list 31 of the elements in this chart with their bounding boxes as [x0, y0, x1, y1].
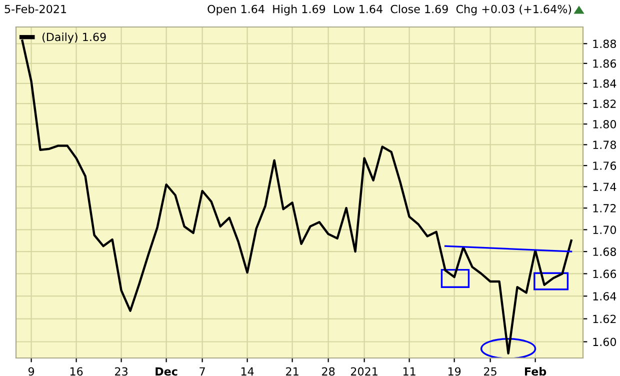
x-tick-label: 16	[70, 367, 83, 376]
y-tick-label: 1.78	[593, 140, 616, 150]
y-tick-label: 1.80	[593, 120, 616, 128]
x-tick-label: 2021	[350, 367, 378, 376]
x-tick-label: Feb	[525, 367, 546, 376]
x-tick-label: 28	[322, 367, 335, 376]
y-tick-label: 1.86	[593, 59, 616, 68]
x-tick-label: 25	[484, 367, 496, 376]
y-tick-label: 1.64	[593, 292, 616, 300]
y-tick-label: 1.60	[593, 338, 616, 346]
y-tick-label: 1.88	[593, 40, 616, 48]
y-tick-label: 1.84	[593, 79, 616, 88]
y-tick-label: 1.72	[593, 204, 616, 212]
x-tick-label: 21	[286, 367, 298, 376]
y-tick-label: 1.82	[593, 100, 616, 108]
y-tick-label: 1.76	[593, 162, 616, 170]
y-tick-label: 1.74	[593, 182, 616, 191]
y-tick-label: 1.70	[593, 226, 616, 234]
chart-title: 5-Feb-2021	[4, 4, 66, 14]
y-tick-label: 1.68	[593, 248, 616, 256]
y-tick-label: 1.62	[593, 314, 616, 324]
x-tick-label: 11	[403, 367, 416, 376]
x-tick-label: Dec	[156, 367, 178, 376]
y-tick-label: 1.66	[593, 270, 616, 278]
chart-subtitle: Open 1.64 High 1.69 Low 1.64 Close 1.69 Chg +0.03 (+1.64%)	[208, 4, 572, 16]
x-tick-label: 23	[115, 367, 128, 376]
x-tick-label: 14	[241, 367, 254, 376]
x-tick-label: 19	[448, 367, 461, 376]
x-tick-label: 9	[28, 367, 34, 376]
legend-label: (Daily) 1.69	[42, 32, 106, 44]
x-tick-label: 7	[200, 367, 205, 376]
